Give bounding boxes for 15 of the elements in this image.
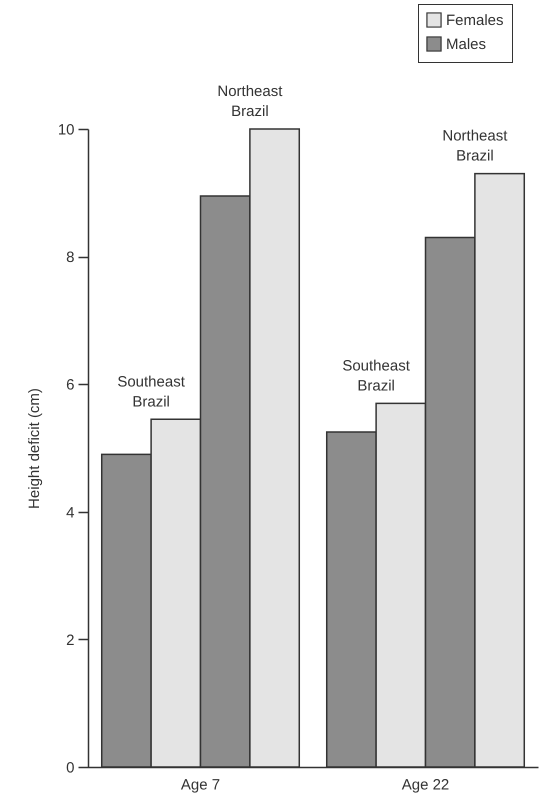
annotation: Southeast Brazil — [342, 357, 411, 394]
y-tick-label: 2 — [66, 632, 74, 649]
y-tick-label: 4 — [66, 504, 74, 522]
annotation: Northeast Brazil — [442, 128, 508, 165]
x-tick-label: Age 7 — [180, 776, 220, 794]
y-tick-label: 0 — [66, 760, 74, 776]
text: Northeast Brazil — [217, 83, 284, 120]
x-tick-label: Age 22 — [402, 776, 450, 794]
annotation: Southeast Brazil — [117, 373, 186, 410]
legend-label: Females — [446, 12, 504, 29]
y-tick-label: 8 — [66, 249, 74, 266]
y-tick-label: 10 — [58, 122, 74, 138]
y-tick-label: 6 — [66, 376, 74, 394]
legend-label: Males — [446, 36, 486, 53]
y-axis-title: Height deficit (cm) — [26, 388, 43, 509]
